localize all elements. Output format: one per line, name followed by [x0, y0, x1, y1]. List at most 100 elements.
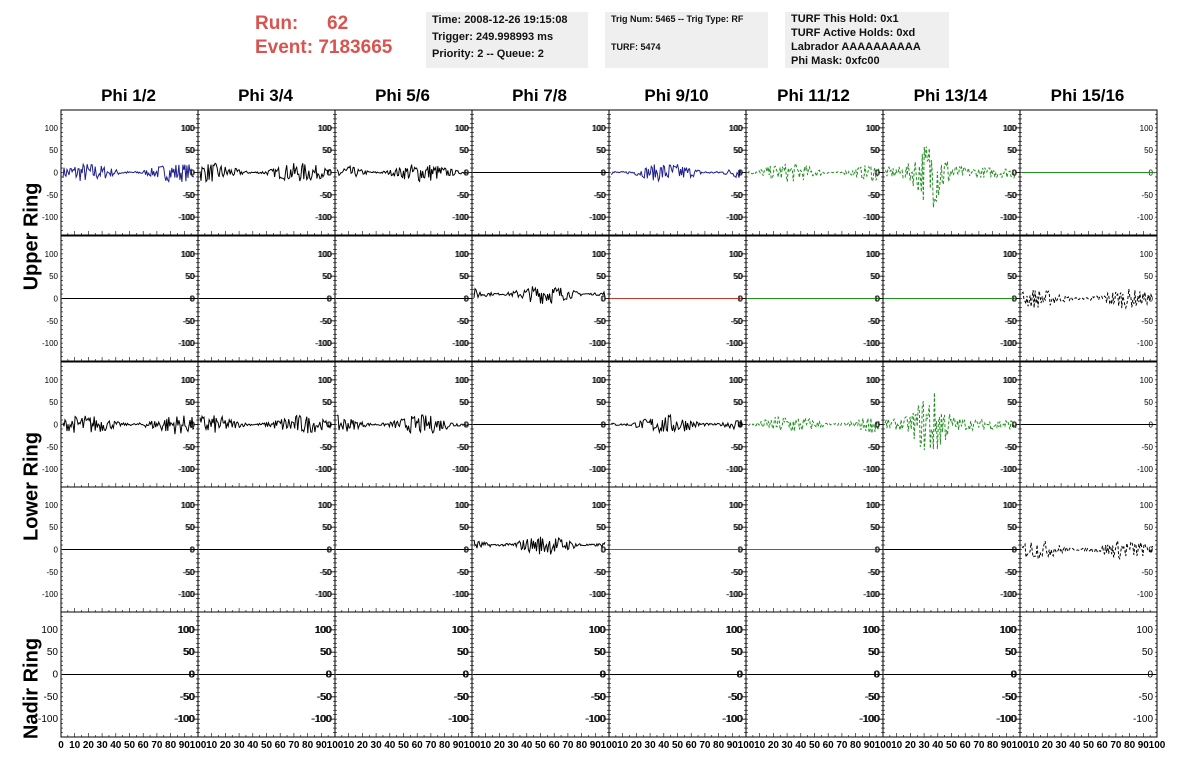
y-tick-label-right: -100: [315, 339, 332, 348]
y-tick-label-right: -100: [452, 590, 469, 599]
y-tick-label-right: 100: [455, 250, 469, 259]
y-tick-label: 100: [315, 625, 332, 636]
x-tick-label: 10: [480, 740, 492, 751]
x-tick-label: 60: [960, 740, 972, 751]
y-tick-label-right: -50: [1139, 692, 1154, 703]
y-tick-label: -50: [320, 568, 332, 577]
x-tick-label: 20: [1042, 740, 1054, 751]
y-tick-label: -50: [183, 317, 195, 326]
y-tick-label-right: -100: [1137, 465, 1154, 474]
y-tick-label: 50: [1008, 146, 1017, 155]
y-tick-label: 50: [186, 272, 195, 281]
y-tick-label: -100: [453, 590, 470, 599]
phi-header: Phi 9/10: [644, 86, 709, 105]
x-tick-label: 40: [658, 740, 670, 751]
y-tick-label: 50: [871, 398, 880, 407]
y-tick-label: -50: [868, 443, 880, 452]
y-tick-label-right: -50: [728, 692, 743, 703]
x-tick-label: 20: [768, 740, 780, 751]
y-tick-label-right: 100: [866, 250, 880, 259]
y-tick-label-right: 50: [868, 647, 880, 658]
y-tick-label: 0: [465, 295, 470, 304]
y-tick-label-right: 0: [190, 421, 195, 430]
x-tick-label: 70: [151, 740, 163, 751]
y-tick-label: -100: [590, 339, 607, 348]
y-tick-label: 100: [319, 501, 333, 510]
x-tick-label: 40: [384, 740, 396, 751]
y-tick-label: 100: [863, 625, 880, 636]
y-tick-label-right: 50: [459, 146, 468, 155]
time-info-box: Time: 2008-12-26 19:15:08 Trigger: 249.9…: [426, 12, 588, 68]
y-tick-label-right: 50: [457, 647, 469, 658]
y-tick-label-right: -50: [1002, 692, 1017, 703]
y-tick-label-right: 50: [1007, 146, 1016, 155]
y-tick-label: 100: [593, 376, 607, 385]
y-tick-label: 50: [323, 272, 332, 281]
y-tick-label-right: -100: [452, 213, 469, 222]
y-tick-label-right: -50: [867, 568, 879, 577]
y-tick-label: 0: [191, 169, 196, 178]
y-tick-label: 100: [593, 124, 607, 133]
y-tick-label: -50: [729, 692, 744, 703]
y-tick-label: 50: [597, 272, 606, 281]
y-tick-label: -100: [1001, 465, 1018, 474]
y-tick-label-right: -50: [1141, 568, 1153, 577]
y-tick-label: -100: [42, 465, 59, 474]
y-tick-label: 100: [182, 250, 196, 259]
y-tick-label: 0: [326, 670, 332, 681]
x-tick-label: 70: [1110, 740, 1122, 751]
y-tick-label: -100: [727, 465, 744, 474]
y-tick-label: -50: [868, 317, 880, 326]
y-tick-label: -100: [316, 213, 333, 222]
y-tick-label-right: -100: [452, 339, 469, 348]
y-tick-label: -100: [453, 213, 470, 222]
y-tick-label-right: -50: [317, 692, 332, 703]
y-tick-label: 0: [602, 421, 607, 430]
y-tick-label: -50: [457, 443, 469, 452]
y-tick-label: 50: [460, 272, 469, 281]
y-tick-label-right: 50: [185, 523, 194, 532]
y-tick-label: -100: [316, 590, 333, 599]
x-tick-label: 40: [247, 740, 259, 751]
y-tick-label-right: 50: [322, 398, 331, 407]
y-tick-label: 50: [732, 647, 744, 658]
y-tick-label: 0: [463, 670, 469, 681]
y-tick-label-right: 50: [596, 523, 605, 532]
y-tick-label: 100: [456, 376, 470, 385]
y-tick-label: -100: [1001, 339, 1018, 348]
y-tick-label: 0: [54, 169, 59, 178]
y-tick-label-right: 100: [729, 250, 743, 259]
y-tick-label: -100: [727, 213, 744, 222]
y-tick-label: 100: [730, 124, 744, 133]
y-tick-label-right: 0: [601, 546, 606, 555]
x-tick-label: 40: [521, 740, 533, 751]
y-tick-label-right: -50: [180, 692, 195, 703]
y-tick-label: -100: [453, 465, 470, 474]
y-tick-label: 100: [867, 124, 881, 133]
y-tick-label: 50: [1008, 523, 1017, 532]
y-tick-label-right: 50: [322, 523, 331, 532]
y-tick-label-right: -50: [593, 191, 605, 200]
y-tick-label: -100: [727, 339, 744, 348]
y-tick-label-right: -50: [593, 443, 605, 452]
y-tick-label: 0: [739, 169, 744, 178]
y-tick-label: 100: [867, 501, 881, 510]
y-tick-label: 50: [1006, 647, 1018, 658]
y-tick-label: 0: [739, 295, 744, 304]
y-tick-label: 50: [871, 523, 880, 532]
x-tick-label: 20: [220, 740, 232, 751]
y-tick-label: 50: [460, 398, 469, 407]
y-tick-label: 100: [593, 501, 607, 510]
y-tick-label-right: -100: [315, 465, 332, 474]
y-tick-label: 0: [328, 169, 333, 178]
y-tick-label: -100: [42, 339, 59, 348]
y-tick-label-right: -50: [319, 443, 331, 452]
y-tick-label: 50: [597, 398, 606, 407]
y-tick-label: -100: [590, 213, 607, 222]
y-tick-label: -50: [44, 692, 59, 703]
waveform-trace: [336, 164, 469, 183]
x-tick-label: 80: [302, 740, 314, 751]
y-tick-label-right: -100: [1000, 213, 1017, 222]
y-tick-label: -50: [594, 317, 606, 326]
